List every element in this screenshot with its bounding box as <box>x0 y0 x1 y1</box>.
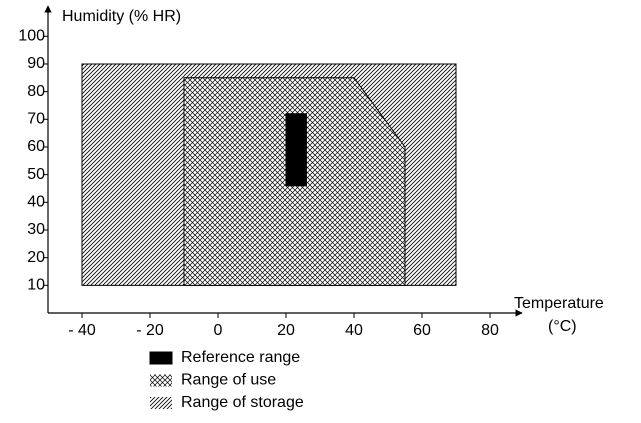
legend-swatch <box>149 351 173 365</box>
legend-swatch <box>150 397 172 409</box>
legend-swatch <box>150 374 172 387</box>
y-tick-label: 10 <box>27 277 45 294</box>
regions <box>81 63 457 286</box>
x-axis-label: Temperature <box>514 295 604 312</box>
ticks: - 40 - 20 0 20 40 60 80 10 20 30 40 50 60 70 80 90 100 <box>18 28 499 340</box>
legend: Reference range Range of use Range of stor… <box>149 349 304 411</box>
legend-label: Range of storage <box>181 394 304 411</box>
y-tick-label: 70 <box>27 111 45 128</box>
x-tick-label: 80 <box>481 322 499 339</box>
x-tick-label: 0 <box>214 322 223 339</box>
y-tick-label: 40 <box>27 194 45 211</box>
x-tick-label: 40 <box>345 322 363 339</box>
x-axis-unit: (°C) <box>548 318 577 335</box>
y-tick-label: 80 <box>27 83 45 100</box>
y-tick-label: 30 <box>27 221 45 238</box>
y-tick-label: 50 <box>27 166 45 183</box>
x-tick-label: 20 <box>277 322 295 339</box>
x-tick-label: - 40 <box>68 322 96 339</box>
y-tick-label: 90 <box>27 55 45 72</box>
y-tick-label: 100 <box>18 28 45 45</box>
y-tick-label: 20 <box>27 249 45 266</box>
x-tick-label: - 20 <box>136 322 164 339</box>
legend-label: Reference range <box>181 349 300 366</box>
legend-label: Range of use <box>181 372 276 389</box>
y-tick-label: 60 <box>27 138 45 155</box>
x-tick-label: 60 <box>413 322 431 339</box>
y-axis-label: Humidity (% HR) <box>62 8 181 25</box>
region <box>285 113 307 187</box>
